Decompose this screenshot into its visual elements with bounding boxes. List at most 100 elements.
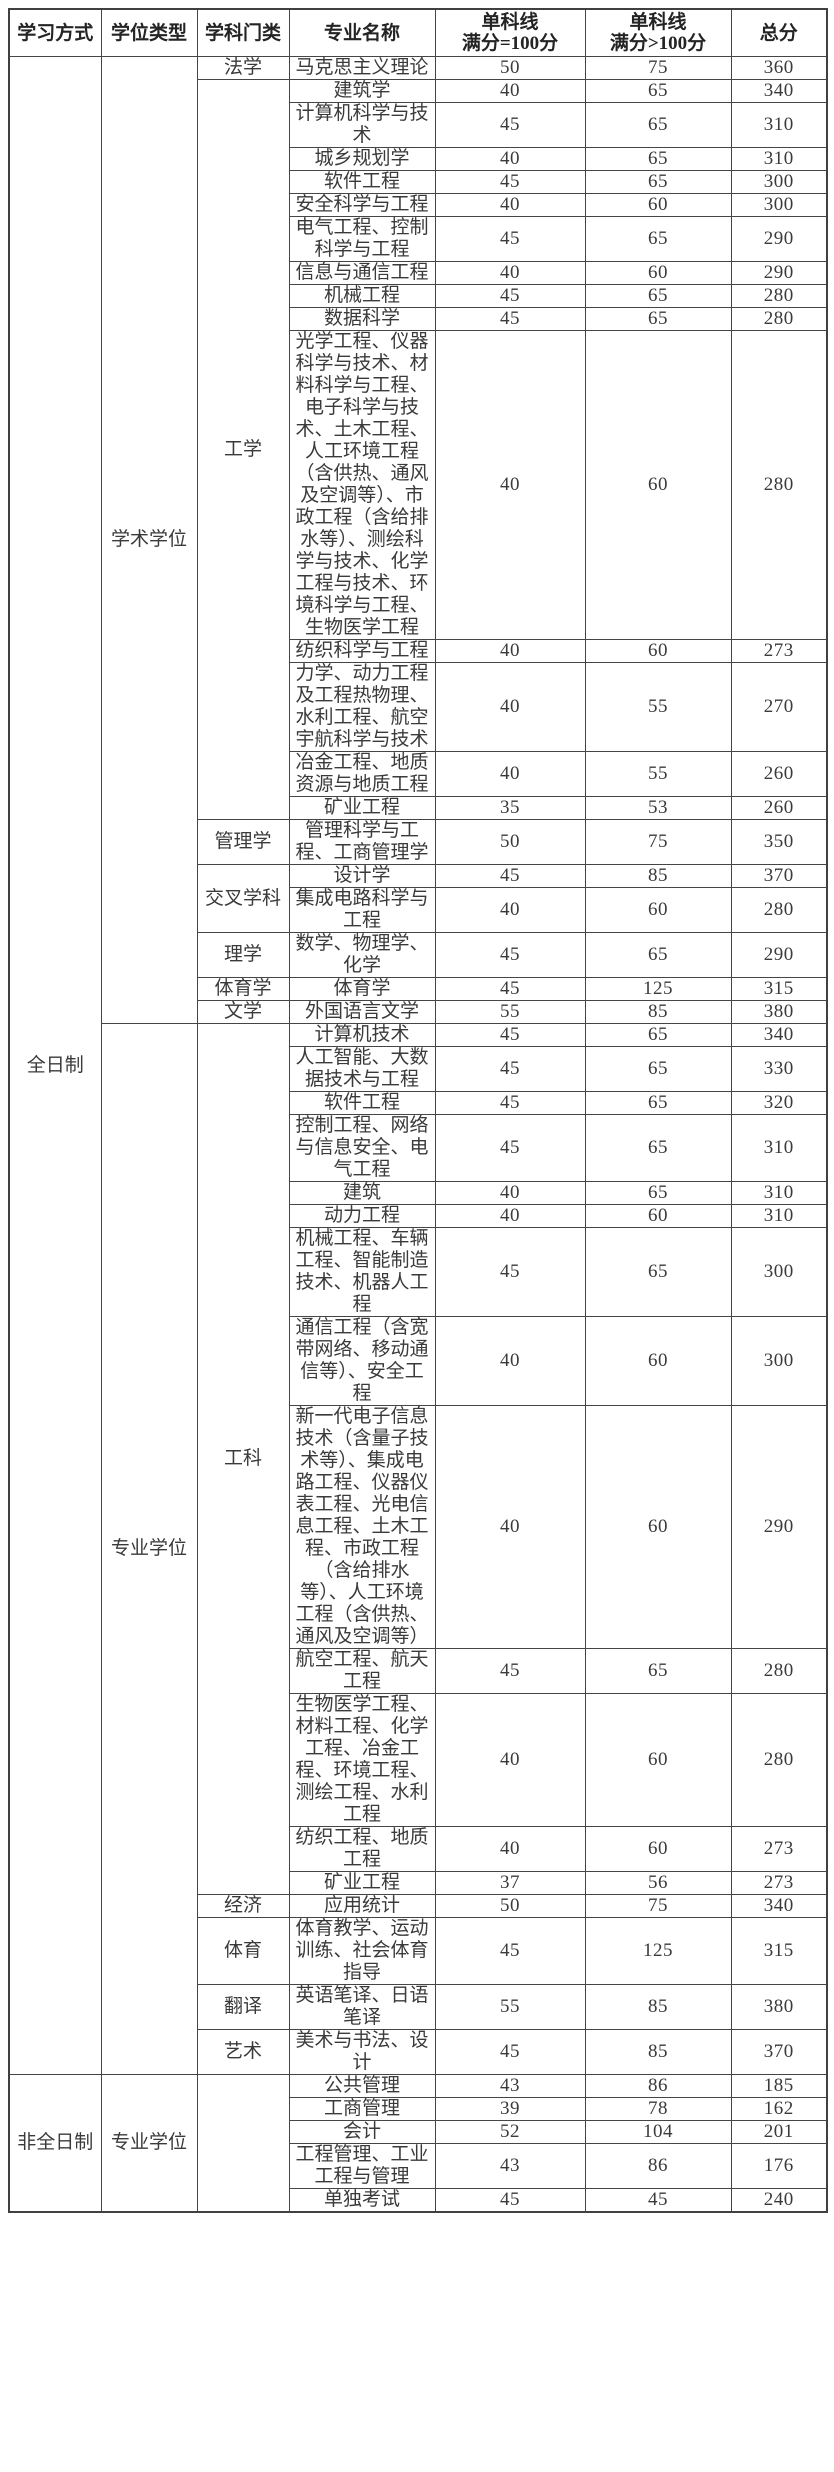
major-name-cell: 工程管理、工业工程与管理 [288, 2143, 436, 2189]
table-row: 工程管理、工业工程与管理 43 86 176 [9, 2143, 828, 2189]
score-cell: 75 [584, 56, 732, 80]
score-cell: 290 [730, 1405, 828, 1649]
major-name-cell: 控制工程、网络与信息安全、电气工程 [288, 1114, 436, 1182]
table-row: 理学 数学、物理学、化学 45 65 290 [9, 932, 828, 978]
score-cell: 53 [584, 796, 732, 820]
major-name-cell: 冶金工程、地质资源与地质工程 [288, 751, 436, 797]
score-cell: 300 [730, 1316, 828, 1406]
score-cell: 350 [730, 819, 828, 865]
score-cell: 86 [584, 2143, 732, 2189]
table-row: 纺织科学与工程 40 60 273 [9, 639, 828, 663]
score-cell: 310 [730, 147, 828, 171]
subject-category-cell: 管理学 [196, 819, 290, 865]
table-row: 机械工程、车辆工程、智能制造技术、机器人工程 45 65 300 [9, 1227, 828, 1317]
score-cell: 50 [434, 819, 586, 865]
score-cell: 65 [584, 284, 732, 308]
score-cell: 60 [584, 639, 732, 663]
column-header: 学习方式 [8, 8, 102, 57]
table-row: 全日制 学术学位 法学 马克思主义理论 50 75 360 [8, 56, 828, 2075]
table-row: 数据科学 45 65 280 [9, 307, 828, 331]
score-cell: 65 [584, 1046, 732, 1092]
table-row: 体育 体育教学、运动训练、社会体育指导 45 125 315 [9, 1917, 828, 1985]
score-cell: 310 [730, 1114, 828, 1182]
score-cell: 60 [584, 1405, 732, 1649]
score-cell: 45 [434, 977, 586, 1001]
header-row: 学习方式 学位类型 学科门类 专业名称 单科线 满分=100分 单科线 满分>100分 总分 [8, 8, 828, 57]
score-cell: 45 [434, 170, 586, 194]
score-cell: 85 [584, 1000, 732, 1024]
score-cell: 50 [434, 56, 586, 80]
score-cell: 300 [730, 170, 828, 194]
score-cell: 240 [730, 2188, 828, 2213]
table-row: 文学 外国语言文学 55 85 380 [9, 1000, 828, 1024]
subject-category-cell: 体育 [196, 1917, 290, 1985]
score-cell: 45 [584, 2188, 732, 2213]
score-cell: 280 [730, 1648, 828, 1694]
score-cell: 273 [730, 639, 828, 663]
score-cell: 280 [730, 330, 828, 640]
major-name-cell: 机械工程、车辆工程、智能制造技术、机器人工程 [288, 1227, 436, 1317]
score-cell: 43 [434, 2074, 586, 2098]
table-row: 信息与通信工程 40 60 290 [9, 261, 828, 285]
subject-category-cell: 体育学 [196, 977, 290, 1001]
table-row: 计算机科学与技术 45 65 310 [9, 102, 828, 148]
subject-category-cell: 文学 [196, 1000, 290, 1024]
major-name-cell: 信息与通信工程 [288, 261, 436, 285]
major-name-cell: 新一代电子信息技术（含量子技术等）、集成电路工程、仪器仪表工程、光电信息工程、土… [288, 1405, 436, 1649]
table-row: 控制工程、网络与信息安全、电气工程 45 65 310 [9, 1114, 828, 1182]
score-cell: 290 [730, 216, 828, 262]
subject-category-cell: 法学 [196, 56, 290, 80]
score-cell: 370 [730, 2029, 828, 2075]
score-cell: 40 [434, 887, 586, 933]
score-cell: 65 [584, 307, 732, 331]
score-cell: 45 [434, 2188, 586, 2213]
major-name-cell: 工商管理 [288, 2097, 436, 2121]
column-header: 学位类型 [100, 8, 198, 57]
score-cell: 65 [584, 1114, 732, 1182]
table-row: 新一代电子信息技术（含量子技术等）、集成电路工程、仪器仪表工程、光电信息工程、土… [9, 1405, 828, 1649]
subject-category-cell: 交叉学科 [196, 864, 290, 933]
score-cell: 45 [434, 932, 586, 978]
major-name-cell: 外国语言文学 [288, 1000, 436, 1024]
major-name-cell: 公共管理 [288, 2074, 436, 2098]
score-cell: 273 [730, 1826, 828, 1872]
table-row: 人工智能、大数据技术与工程 45 65 330 [9, 1046, 828, 1092]
score-cell: 65 [584, 1227, 732, 1317]
table-row: 会计 52 104 201 [9, 2120, 828, 2144]
table-row: 艺术 美术与书法、设计 45 85 370 [9, 2029, 828, 2075]
score-cell: 201 [730, 2120, 828, 2144]
score-cell: 45 [434, 1023, 586, 1047]
table-row: 力学、动力工程及工程热物理、水利工程、航空宇航科学与技术 40 55 270 [9, 662, 828, 752]
major-name-cell: 计算机技术 [288, 1023, 436, 1047]
score-cell: 40 [434, 639, 586, 663]
score-cell: 380 [730, 1000, 828, 1024]
score-cell: 40 [434, 147, 586, 171]
score-cell: 60 [584, 1204, 732, 1228]
score-cell: 60 [584, 887, 732, 933]
degree-type-cell: 学术学位 [100, 56, 198, 1024]
major-name-cell: 建筑 [288, 1181, 436, 1205]
score-cell: 40 [434, 1316, 586, 1406]
score-cell: 300 [730, 1227, 828, 1317]
score-cell: 45 [434, 216, 586, 262]
score-cell: 273 [730, 1871, 828, 1895]
score-cell: 310 [730, 1204, 828, 1228]
score-cell: 370 [730, 864, 828, 888]
score-cell: 260 [730, 796, 828, 820]
score-cell: 310 [730, 102, 828, 148]
score-cell: 65 [584, 932, 732, 978]
score-cell: 40 [434, 193, 586, 217]
major-name-cell: 矿业工程 [288, 1871, 436, 1895]
subject-category-cell [196, 2074, 290, 2213]
major-name-cell: 软件工程 [288, 1091, 436, 1115]
score-cell: 78 [584, 2097, 732, 2121]
score-cell: 290 [730, 932, 828, 978]
score-cell: 280 [730, 307, 828, 331]
score-cell: 300 [730, 193, 828, 217]
score-cell: 65 [584, 79, 732, 103]
score-cell: 162 [730, 2097, 828, 2121]
score-cell: 65 [584, 1648, 732, 1694]
score-cell: 65 [584, 216, 732, 262]
score-cell: 45 [434, 102, 586, 148]
major-name-cell: 建筑学 [288, 79, 436, 103]
